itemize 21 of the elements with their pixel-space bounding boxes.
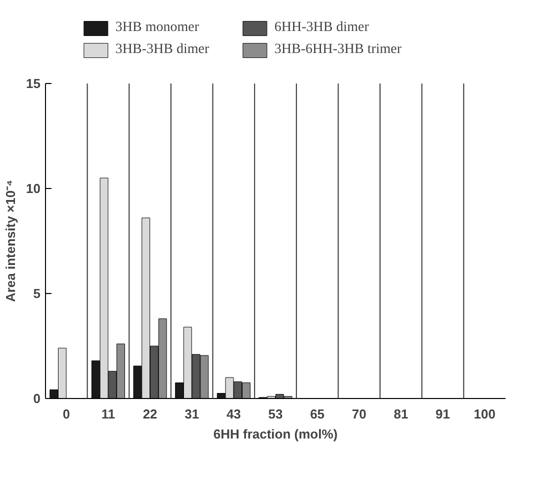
legend-label: 3HB-3HB dimer (115, 42, 210, 58)
x-tick-label: 31 (184, 406, 200, 422)
x-tick-label: 100 (474, 406, 496, 422)
legend-label: 6HH-3HB dimer (274, 20, 370, 36)
y-tick-label: 5 (33, 286, 41, 301)
x-tick-label: 53 (268, 406, 283, 422)
y-tick-label: 10 (26, 181, 41, 196)
x-tick-label: 11 (101, 406, 116, 422)
y-tick-label: 15 (26, 76, 41, 91)
x-tick-label: 70 (352, 406, 366, 422)
legend-label: 3HB-6HH-3HB trimer (274, 42, 402, 58)
x-tick-label: 22 (142, 406, 158, 422)
x-tick-label: 0 (62, 406, 70, 422)
legend-label: 3HB monomer (115, 20, 200, 36)
x-axis-title: 6HH fraction (mol%) (213, 426, 338, 442)
y-tick-label: 0 (33, 391, 41, 406)
x-tick-label: 81 (394, 406, 408, 422)
x-tick-label: 65 (310, 406, 325, 422)
x-tick-label: 43 (226, 406, 241, 422)
x-tick-label: 91 (436, 406, 450, 422)
y-axis-title: Area intensity ×10⁻⁴ (3, 180, 18, 302)
